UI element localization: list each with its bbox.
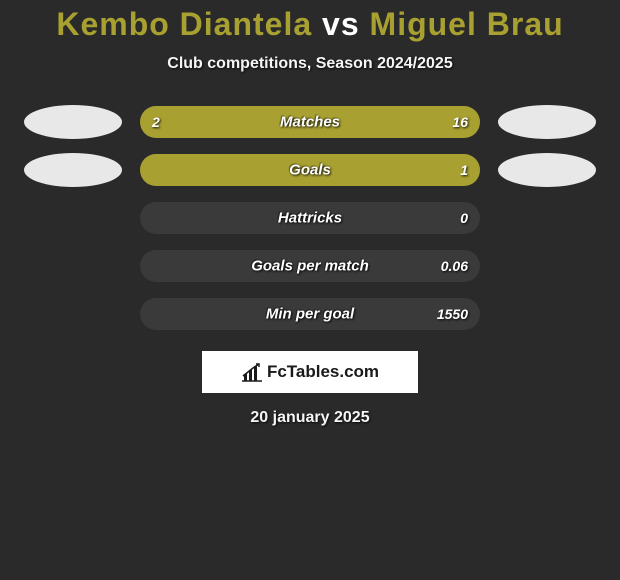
bar-fill-left — [140, 106, 201, 138]
player2-avatar — [498, 105, 596, 139]
logo-text: FcTables.com — [267, 362, 379, 382]
stat-bar: Goals per match 0.06 — [140, 250, 480, 282]
stat-row: Matches 2 16 — [0, 105, 620, 139]
stat-label: Goals per match — [251, 258, 369, 275]
stat-value-left: 2 — [152, 114, 160, 130]
title-player1: Kembo Diantela — [56, 6, 312, 42]
stat-row: Goals per match 0.06 — [0, 249, 620, 283]
stat-row: Goals 1 — [0, 153, 620, 187]
stat-label: Min per goal — [266, 306, 354, 323]
title-vs: vs — [322, 6, 360, 42]
title-player2: Miguel Brau — [370, 6, 564, 42]
stat-label: Goals — [289, 162, 331, 179]
bar-fill-right — [470, 154, 480, 186]
root: Kembo Diantela vs Miguel Brau Club compe… — [0, 0, 620, 427]
date-text: 20 january 2025 — [0, 409, 620, 427]
stat-label: Hattricks — [278, 210, 342, 227]
stat-bar: Min per goal 1550 — [140, 298, 480, 330]
logo-box[interactable]: FcTables.com — [202, 351, 418, 393]
subtitle: Club competitions, Season 2024/2025 — [0, 55, 620, 73]
stat-value-right: 0 — [460, 210, 468, 226]
stat-value-right: 0.06 — [441, 258, 468, 274]
page-title: Kembo Diantela vs Miguel Brau — [0, 6, 620, 43]
stat-bar: Hattricks 0 — [140, 202, 480, 234]
player1-avatar — [24, 105, 122, 139]
stats-bars: Matches 2 16 Goals 1 Hattricks 0 Goals per matc… — [0, 105, 620, 331]
bar-fill-right — [201, 106, 480, 138]
stat-bar: Matches 2 16 — [140, 106, 480, 138]
player2-avatar — [498, 153, 596, 187]
stat-value-right: 16 — [452, 114, 468, 130]
stat-row: Hattricks 0 — [0, 201, 620, 235]
stat-bar: Goals 1 — [140, 154, 480, 186]
bar-chart-icon — [241, 362, 263, 382]
stat-label: Matches — [280, 114, 340, 131]
stat-value-right: 1 — [460, 162, 468, 178]
stat-value-right: 1550 — [437, 306, 468, 322]
stat-row: Min per goal 1550 — [0, 297, 620, 331]
player1-avatar — [24, 153, 122, 187]
